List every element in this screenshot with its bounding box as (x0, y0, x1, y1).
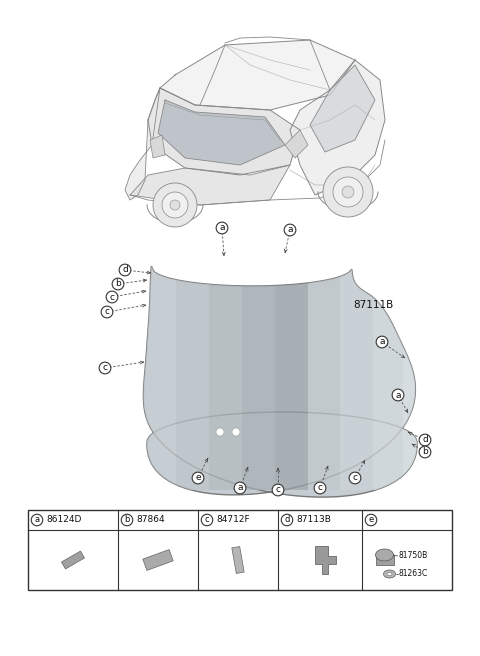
Polygon shape (125, 88, 160, 200)
Circle shape (333, 177, 363, 207)
Text: 86124D: 86124D (46, 516, 82, 525)
Polygon shape (148, 88, 300, 175)
Polygon shape (403, 230, 417, 490)
Circle shape (170, 200, 180, 210)
Text: 84712F: 84712F (216, 516, 250, 525)
Polygon shape (144, 230, 176, 490)
Polygon shape (285, 130, 308, 158)
Text: c: c (105, 308, 109, 316)
Polygon shape (275, 230, 308, 490)
Circle shape (323, 167, 373, 217)
Text: c: c (103, 363, 108, 373)
Polygon shape (144, 266, 417, 497)
Text: e: e (195, 474, 201, 483)
Text: a: a (395, 390, 401, 400)
Circle shape (162, 192, 188, 218)
Text: 87113B: 87113B (296, 516, 331, 525)
Text: b: b (124, 516, 130, 525)
Polygon shape (130, 165, 290, 205)
Circle shape (342, 186, 354, 198)
Polygon shape (310, 65, 375, 152)
Text: 87864: 87864 (136, 516, 165, 525)
Text: 81750B: 81750B (398, 552, 428, 560)
Polygon shape (373, 230, 403, 490)
Text: 87111B: 87111B (353, 300, 393, 310)
Polygon shape (61, 551, 84, 569)
Text: e: e (368, 516, 373, 525)
Polygon shape (209, 230, 242, 490)
Polygon shape (232, 546, 244, 573)
Text: c: c (317, 483, 323, 493)
Circle shape (216, 428, 224, 436)
Text: b: b (422, 447, 428, 457)
Circle shape (153, 183, 197, 227)
Bar (375, 555, 394, 565)
Text: d: d (122, 266, 128, 274)
Ellipse shape (384, 570, 396, 578)
Text: c: c (352, 474, 358, 483)
Text: a: a (219, 224, 225, 232)
Text: d: d (422, 436, 428, 445)
Text: b: b (115, 279, 121, 289)
Polygon shape (340, 230, 373, 490)
Text: c: c (204, 516, 209, 525)
Text: a: a (237, 483, 243, 493)
Polygon shape (158, 100, 285, 165)
Polygon shape (160, 40, 355, 110)
Text: d: d (284, 516, 290, 525)
Text: c: c (276, 485, 280, 495)
Text: c: c (109, 293, 115, 302)
Text: 81263C: 81263C (398, 569, 428, 579)
Polygon shape (143, 550, 173, 571)
Polygon shape (315, 546, 336, 574)
Polygon shape (242, 230, 275, 490)
Text: a: a (35, 516, 39, 525)
Ellipse shape (375, 549, 394, 561)
Text: a: a (379, 337, 385, 346)
Text: a: a (287, 226, 293, 234)
Polygon shape (290, 60, 385, 195)
Polygon shape (176, 230, 209, 490)
Circle shape (232, 428, 240, 436)
Bar (28, 510, 452, 590)
Ellipse shape (387, 572, 392, 576)
Polygon shape (150, 135, 165, 158)
Polygon shape (308, 230, 340, 490)
